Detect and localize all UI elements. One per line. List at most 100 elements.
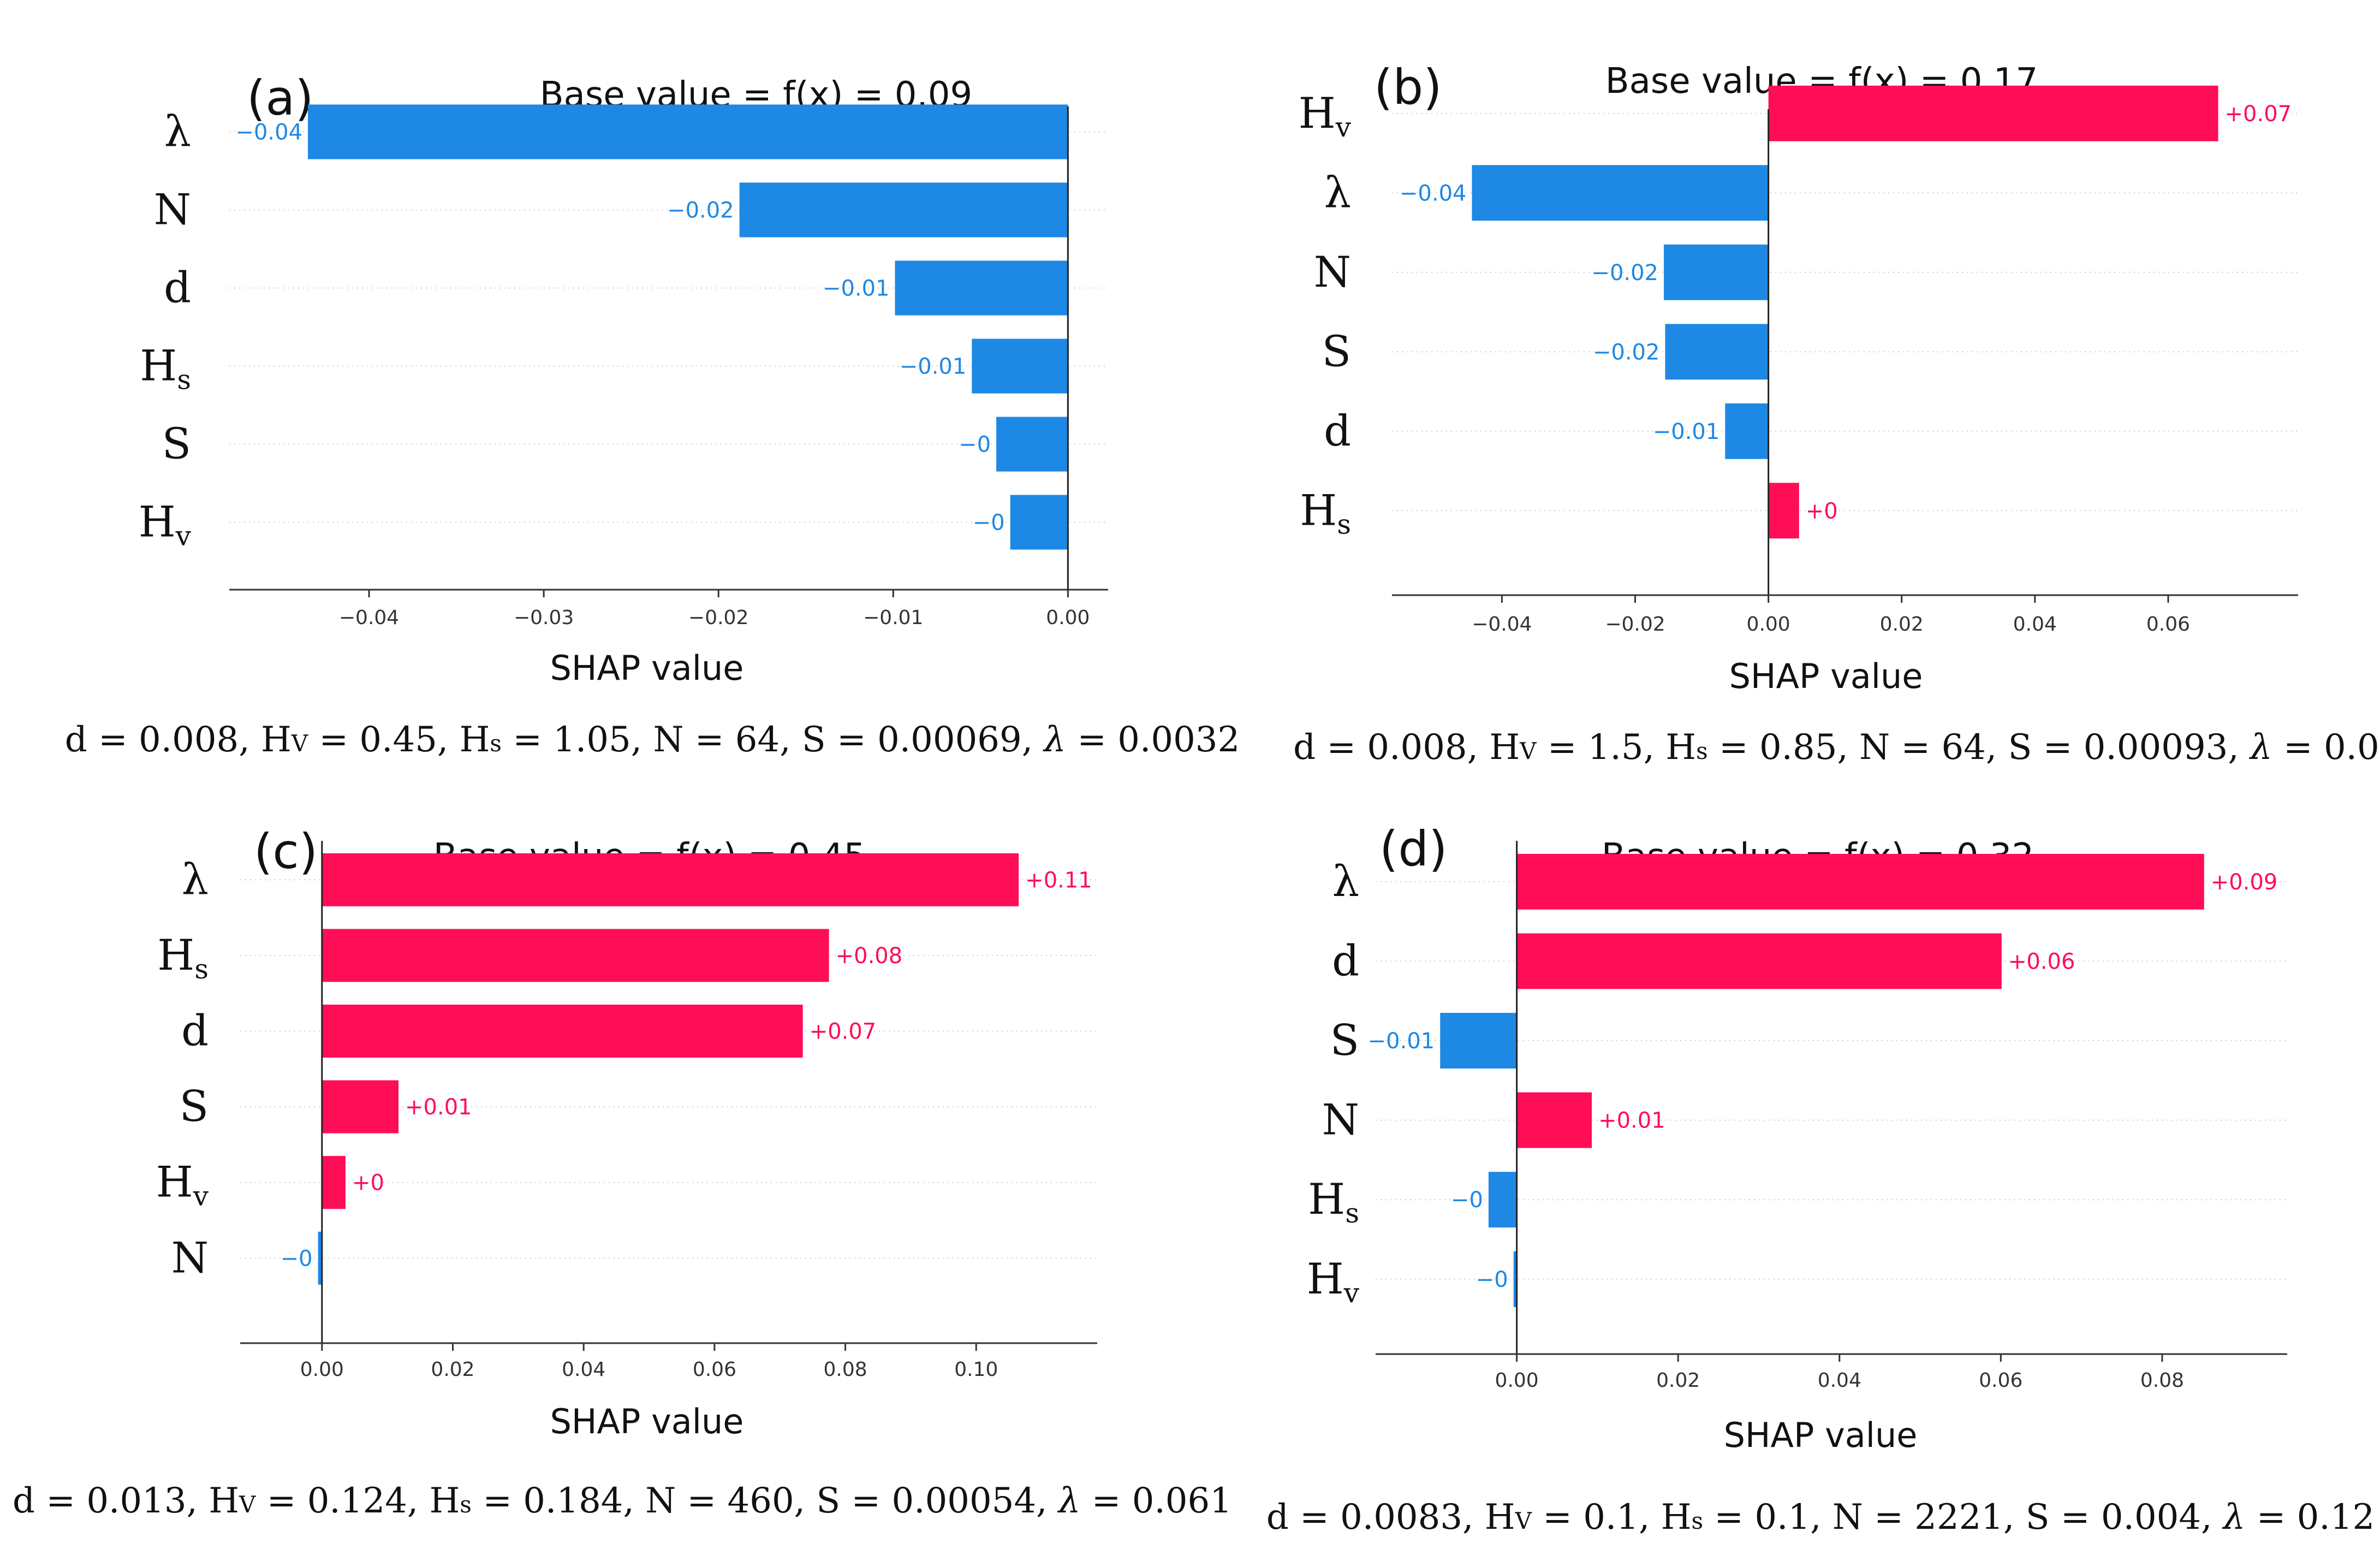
feature-label: N: [1322, 1096, 1359, 1145]
feature-label: Hs: [1300, 486, 1351, 540]
caption-subscript: V: [1519, 738, 1537, 764]
bar-value-label: −0: [973, 511, 1005, 536]
bar: [308, 104, 1068, 159]
x-tick-label: −0.04: [339, 607, 399, 629]
caption-subscript: s: [1696, 738, 1708, 764]
x-tick-label: 0.04: [1818, 1369, 1861, 1392]
bar-value-label: +0.06: [2008, 949, 2075, 974]
feature-name: S: [1322, 327, 1351, 376]
feature-name: N: [171, 1233, 209, 1283]
caption-segment: = 1.5, H: [1536, 727, 1696, 768]
caption-subscript: V: [239, 1491, 256, 1518]
feature-label: λ: [1332, 857, 1359, 906]
caption-segment: = 0.0032: [1066, 720, 1240, 760]
bar-value-label: −0.02: [667, 198, 734, 223]
bar: [1664, 244, 1769, 300]
bar: [322, 1156, 346, 1209]
bar-value-label: −0.02: [1591, 260, 1658, 286]
bar-value-label: −0.01: [823, 276, 890, 301]
caption-lambda: λ: [1042, 720, 1066, 760]
feature-label: Hv: [139, 498, 192, 552]
caption-lambda: λ: [1057, 1481, 1081, 1521]
bar: [1768, 483, 1799, 539]
bar-value-label: +0.11: [1025, 868, 1092, 893]
feature-name: d: [1332, 936, 1359, 986]
x-tick-label: 0.10: [954, 1358, 998, 1381]
feature-name: H: [139, 498, 176, 547]
caption-segment: = 1.05, N = 64, S = 0.00069,: [502, 720, 1044, 760]
feature-label: S: [1322, 327, 1351, 376]
feature-label: S: [1330, 1016, 1359, 1065]
x-tick-label: 0.02: [1656, 1369, 1700, 1392]
feature-name: d: [164, 264, 191, 313]
x-tick-label: −0.01: [863, 607, 923, 629]
bar: [322, 1080, 399, 1133]
feature-label: d: [164, 264, 191, 313]
feature-subscript: s: [177, 364, 191, 396]
feature-name: S: [1330, 1016, 1359, 1065]
feature-subscript: s: [1337, 508, 1351, 540]
feature-label: d: [1324, 407, 1351, 456]
feature-name: S: [180, 1082, 209, 1131]
bar: [1010, 495, 1068, 550]
caption-lambda: λ: [2222, 1497, 2246, 1538]
feature-label: d: [181, 1007, 209, 1056]
bar-value-label: +0.07: [2225, 102, 2292, 127]
feature-name: H: [1300, 486, 1337, 535]
feature-name: d: [1324, 407, 1351, 456]
caption-segment: d = 0.008, H: [65, 720, 291, 760]
feature-label: Hv: [1299, 89, 1352, 143]
bar-value-label: −0.04: [235, 120, 302, 145]
feature-label: S: [162, 420, 191, 469]
x-axis-title: SHAP value: [550, 1402, 744, 1441]
bar-value-label: +0.07: [810, 1019, 877, 1044]
feature-label: N: [1314, 248, 1351, 297]
bar-value-label: +0.09: [2211, 870, 2278, 895]
bar-value-label: −0: [1451, 1188, 1483, 1213]
feature-label: N: [171, 1233, 209, 1283]
parameter-caption: d = 0.008, HV = 0.45, Hs = 1.05, N = 64,…: [65, 720, 1240, 760]
x-tick-label: 0.00: [300, 1358, 344, 1381]
bar-value-label: −0.04: [1400, 181, 1467, 206]
chart-panel-b: (b) Base value = f(x) = 0.17+0.07Hv−0.04λ…: [1293, 59, 2380, 768]
caption-segment: d = 0.008, H: [1293, 727, 1520, 768]
x-tick-label: −0.02: [688, 607, 748, 629]
feature-name: λ: [182, 855, 209, 904]
x-tick-label: 0.04: [562, 1358, 605, 1381]
caption-segment: = 0.184, N = 460, S = 0.00054,: [472, 1481, 1058, 1521]
feature-subscript: v: [1343, 1277, 1360, 1309]
caption-subscript: s: [1692, 1507, 1704, 1534]
bar: [739, 182, 1068, 238]
x-tick-label: 0.00: [1495, 1369, 1539, 1392]
bar-value-label: +0: [1806, 498, 1838, 524]
bar-value-label: +0.01: [405, 1095, 472, 1120]
feature-name: λ: [164, 108, 191, 157]
bar: [318, 1231, 322, 1285]
panel-letter: (b): [1374, 59, 1442, 115]
bar: [1516, 853, 2204, 910]
feature-label: d: [1332, 936, 1359, 986]
bar: [1516, 933, 2002, 989]
bar: [1513, 1251, 1517, 1307]
feature-name: H: [156, 1158, 193, 1207]
x-tick-label: 0.08: [2140, 1369, 2184, 1392]
caption-segment: = 0.1, N = 2221, S = 0.004,: [1703, 1497, 2223, 1538]
feature-name: H: [140, 342, 177, 391]
feature-name: N: [1322, 1096, 1359, 1145]
chart-panel-c: (c)Base value = f(x) = 0.45+0.11λ+0.08Hs…: [13, 823, 1232, 1521]
feature-name: λ: [1332, 857, 1359, 906]
x-tick-label: −0.04: [1472, 613, 1532, 636]
caption-segment: d = 0.013, H: [13, 1481, 239, 1521]
bar: [972, 339, 1068, 394]
parameter-caption: d = 0.008, HV = 1.5, Hs = 0.85, N = 64, …: [1293, 727, 2380, 768]
feature-label: λ: [164, 108, 191, 157]
bar-value-label: −0.01: [1653, 419, 1720, 444]
feature-subscript: v: [193, 1180, 209, 1212]
feature-label: Hs: [1308, 1175, 1359, 1229]
bar: [1725, 403, 1769, 459]
parameter-caption: d = 0.0083, HV = 0.1, Hs = 0.1, N = 2221…: [1266, 1497, 2375, 1538]
bar: [322, 853, 1019, 906]
feature-subscript: v: [175, 520, 192, 552]
caption-subscript: s: [490, 730, 502, 757]
caption-segment: = 0.124, H: [255, 1481, 460, 1521]
